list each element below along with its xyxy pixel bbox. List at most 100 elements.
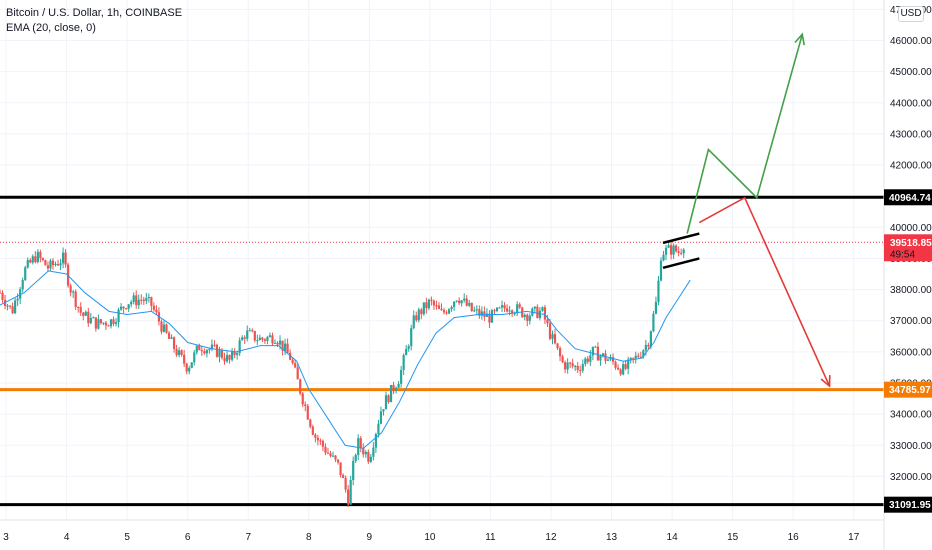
candle-body xyxy=(326,452,330,454)
candle-body xyxy=(589,355,592,362)
candle-body xyxy=(142,299,145,302)
candle-body xyxy=(392,384,395,391)
candle-body xyxy=(336,459,340,463)
candle-body xyxy=(384,395,388,410)
candle-body xyxy=(442,310,446,313)
candle-body xyxy=(611,357,615,362)
candle-body xyxy=(117,309,120,323)
candle-body xyxy=(622,364,625,375)
candle-body xyxy=(34,256,37,263)
candle-body xyxy=(675,245,678,252)
candle-body xyxy=(258,337,261,341)
candle-body xyxy=(324,446,327,453)
candle-body xyxy=(203,351,206,354)
candle-body xyxy=(447,309,451,314)
x-tick-label: 3 xyxy=(3,532,9,543)
candle-body xyxy=(271,335,274,344)
candle-body xyxy=(334,455,337,460)
candle-body xyxy=(241,337,244,341)
candle-body xyxy=(200,350,203,352)
candle-body xyxy=(296,367,299,380)
time-axis[interactable]: 3 4 5 6 7 8 9 10 11 12 13 14 15 16 17 xyxy=(0,519,884,543)
candle-body xyxy=(500,305,504,308)
candle-body xyxy=(11,306,14,314)
candle-body xyxy=(319,440,322,442)
candle-body xyxy=(109,319,113,327)
candle-body xyxy=(248,330,251,332)
candle-body xyxy=(218,350,221,357)
candle-body xyxy=(69,285,72,293)
candle-body xyxy=(170,337,173,339)
candle-body xyxy=(278,340,282,345)
candle-body xyxy=(528,315,531,321)
candle-body xyxy=(450,307,453,310)
y-tick-label: 33000.00 xyxy=(890,441,932,452)
candle-body xyxy=(49,260,52,269)
candle-body xyxy=(372,447,375,457)
candle-body xyxy=(135,295,138,306)
indicator-label[interactable]: EMA (20, close, 0) xyxy=(6,22,96,34)
candle-body xyxy=(591,346,594,356)
price-axis[interactable]: 32000.0033000.0034000.0035000.0036000.00… xyxy=(883,0,932,550)
candle-body xyxy=(210,344,214,350)
candle-body xyxy=(407,346,410,349)
x-tick-label: 13 xyxy=(606,532,618,543)
candle-body xyxy=(205,350,208,354)
candle-body xyxy=(644,344,647,351)
x-tick-label: 15 xyxy=(727,532,739,543)
candle-body xyxy=(420,309,423,315)
candle-body xyxy=(680,252,683,254)
candle-body xyxy=(379,411,383,424)
candle-body xyxy=(571,363,574,367)
candle-body xyxy=(165,324,168,333)
x-tick-label: 6 xyxy=(185,532,191,543)
candle-body xyxy=(94,317,97,329)
candle-body xyxy=(114,322,118,324)
candle-body xyxy=(581,364,584,371)
candle-body xyxy=(354,455,357,461)
flag-line-upper xyxy=(662,232,700,245)
candle-body xyxy=(417,309,420,321)
candle-body xyxy=(299,379,302,394)
candle-body xyxy=(523,314,526,318)
candle-body xyxy=(44,260,47,266)
candle-body xyxy=(432,300,436,306)
candle-body xyxy=(16,298,19,301)
candle-body xyxy=(208,349,211,351)
candle-body xyxy=(72,291,75,293)
x-tick-label: 10 xyxy=(424,532,436,543)
y-tick-label: 44000.00 xyxy=(890,98,932,109)
candle-body xyxy=(225,355,229,362)
candle-body xyxy=(551,334,554,339)
candle-body xyxy=(51,260,55,266)
candle-body xyxy=(172,337,176,349)
candle-body xyxy=(546,319,549,324)
bearish-projection-arrowhead xyxy=(820,375,831,388)
candle-body xyxy=(246,330,249,339)
candle-body xyxy=(233,351,236,355)
candle-body xyxy=(410,328,413,347)
candle-body xyxy=(616,367,620,370)
candle-body xyxy=(24,267,27,281)
symbol-title[interactable]: Bitcoin / U.S. Dollar, 1h, COINBASE xyxy=(6,7,183,19)
current-price-badge xyxy=(884,234,932,262)
horizontal-levels xyxy=(0,195,884,507)
candle-body xyxy=(193,352,196,363)
currency-button[interactable]: USD xyxy=(898,6,924,22)
candle-body xyxy=(536,306,539,318)
y-tick-label: 42000.00 xyxy=(890,161,932,172)
candle-body xyxy=(344,477,347,490)
candle-body xyxy=(64,252,67,265)
candle-body xyxy=(316,437,319,441)
candle-body xyxy=(389,384,393,403)
candle-body xyxy=(160,321,163,332)
candle-body xyxy=(97,319,100,329)
candle-body xyxy=(283,343,287,351)
drawings xyxy=(662,32,831,388)
candle-body xyxy=(99,319,103,324)
x-tick-label: 17 xyxy=(848,532,860,543)
candle-body xyxy=(228,355,231,360)
x-tick-label: 7 xyxy=(245,532,251,543)
candle-body xyxy=(273,342,277,344)
